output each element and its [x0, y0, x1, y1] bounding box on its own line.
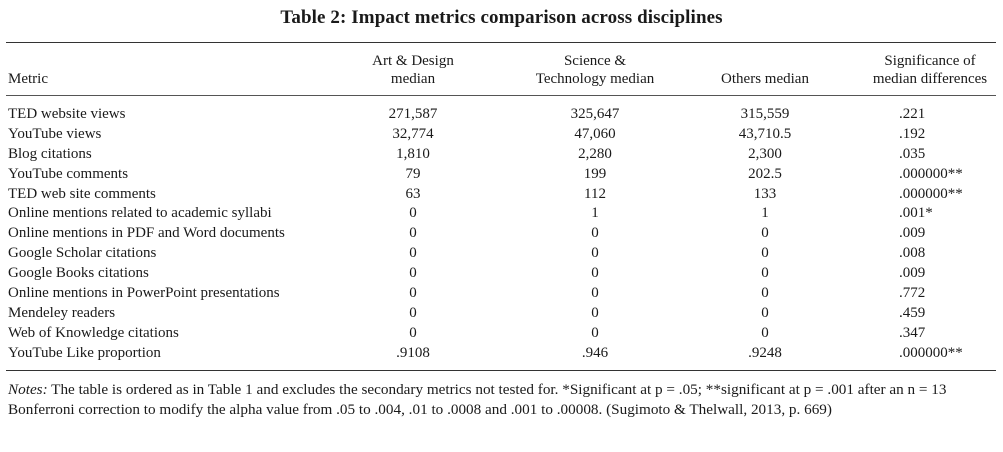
- table-row: Blog citations 1,810 2,280 2,300 .035: [0, 145, 1003, 165]
- art-design-median-cell: 1,810: [396, 145, 430, 162]
- significance-cell: .221: [899, 106, 926, 122]
- metric-cell: Web of Knowledge citations: [8, 324, 179, 341]
- significance-cell: .008: [899, 245, 926, 262]
- metric-cell: Online mentions related to academic syll…: [8, 205, 272, 222]
- art-design-median-cell: 32,774: [392, 125, 434, 142]
- column-header-significance: Significance of median differences: [860, 52, 1000, 88]
- significance-cell: .009: [899, 225, 926, 242]
- science-technology-median-cell: 0: [591, 245, 599, 262]
- significance-cell: .000000**: [899, 344, 963, 361]
- table-title: Table 2: Impact metrics comparison acros…: [280, 7, 723, 28]
- others-median-cell: 43,710.5: [738, 125, 792, 142]
- metric-cell: Blog citations: [8, 145, 92, 162]
- metric-cell: Mendeley readers: [8, 304, 116, 321]
- significance-cell: .001*: [899, 205, 933, 222]
- art-design-median-cell: 0: [409, 245, 417, 262]
- table-row: YouTube views 32,774 47,060 43,710.5 .19…: [0, 125, 1003, 145]
- metric-cell: TED website views: [8, 106, 126, 122]
- table-row: Online mentions in PDF and Word document…: [0, 224, 1003, 244]
- others-median-cell: 202.5: [748, 165, 782, 182]
- table-row: Google Books citations 0 0 0 .009: [0, 264, 1003, 284]
- others-median-cell: .9248: [748, 344, 782, 361]
- science-technology-median-cell: 112: [584, 185, 606, 202]
- table-body: TED website views 271,587 325,647 315,55…: [0, 105, 1003, 364]
- table-row: TED website views 271,587 325,647 315,55…: [0, 105, 1003, 125]
- table-row: Online mentions in PowerPoint presentati…: [0, 284, 1003, 304]
- metric-cell: Google Books citations: [8, 265, 149, 282]
- table-top-rule: [6, 42, 996, 43]
- significance-cell: .000000**: [899, 165, 963, 182]
- others-median-cell: 0: [761, 285, 769, 302]
- art-design-median-cell: 271,587: [388, 106, 438, 122]
- others-median-cell: 0: [761, 225, 769, 242]
- metric-cell: Online mentions in PowerPoint presentati…: [8, 285, 280, 302]
- science-technology-median-cell: 47,060: [574, 125, 616, 142]
- art-design-median-cell: 0: [409, 265, 417, 282]
- table-row: TED web site comments 63 112 133 .000000…: [0, 185, 1003, 205]
- others-median-cell: 1: [761, 205, 769, 222]
- metric-cell: Online mentions in PDF and Word document…: [8, 225, 285, 242]
- others-median-cell: 2,300: [748, 145, 782, 162]
- science-technology-median-cell: .946: [581, 344, 609, 361]
- art-design-median-cell: 0: [409, 285, 417, 302]
- science-technology-median-cell: 0: [591, 265, 599, 282]
- science-technology-median-cell: 0: [591, 304, 599, 321]
- significance-cell: .347: [899, 324, 926, 341]
- table-row: YouTube Like proportion .9108 .946 .9248…: [0, 344, 1003, 364]
- metric-cell: YouTube Like proportion: [8, 344, 161, 361]
- science-technology-median-cell: 0: [591, 225, 599, 242]
- science-technology-median-cell: 0: [591, 324, 599, 341]
- others-median-cell: 315,559: [740, 106, 790, 122]
- column-header-line: Science &: [563, 53, 627, 69]
- significance-cell: .459: [899, 304, 926, 321]
- science-technology-median-cell: 2,280: [578, 145, 612, 162]
- metric-cell: YouTube views: [8, 125, 102, 142]
- art-design-median-cell: .9108: [396, 344, 430, 361]
- significance-cell: .192: [899, 125, 926, 142]
- art-design-median-cell: 0: [409, 225, 417, 242]
- column-header-line: median differences: [872, 71, 988, 87]
- significance-cell: .000000**: [899, 185, 963, 202]
- art-design-median-cell: 0: [409, 205, 417, 222]
- science-technology-median-cell: 0: [591, 285, 599, 302]
- column-header-science-technology-median: Science & Technology median: [505, 52, 685, 88]
- column-header-line: Art & Design: [372, 53, 454, 69]
- table-notes: Notes: The table is ordered as in Table …: [8, 380, 998, 419]
- metric-cell: Google Scholar citations: [8, 245, 157, 262]
- metric-cell: YouTube comments: [8, 165, 129, 182]
- art-design-median-cell: 63: [405, 185, 421, 202]
- table-bottom-rule: [6, 370, 996, 371]
- others-median-cell: 0: [761, 245, 769, 262]
- table-header-rule: [6, 95, 996, 96]
- column-header-others-median: Others median: [721, 71, 809, 87]
- others-median-cell: 0: [761, 304, 769, 321]
- others-median-cell: 0: [761, 265, 769, 282]
- others-median-cell: 0: [761, 324, 769, 341]
- column-header-art-design-median: Art & Design median: [353, 52, 473, 88]
- table-row: Mendeley readers 0 0 0 .459: [0, 304, 1003, 324]
- column-header-line: median: [390, 71, 436, 87]
- others-median-cell: 133: [753, 185, 777, 202]
- table-row: YouTube comments 79 199 202.5 .000000**: [0, 165, 1003, 185]
- table-row: Google Scholar citations 0 0 0 .008: [0, 244, 1003, 264]
- notes-label: Notes:: [8, 381, 48, 398]
- column-header-line: Significance of: [884, 53, 976, 69]
- table-row: Online mentions related to academic syll…: [0, 204, 1003, 224]
- significance-cell: .035: [899, 145, 926, 162]
- science-technology-median-cell: 1: [591, 205, 599, 222]
- notes-text: The table is ordered as in Table 1 and e…: [8, 381, 947, 418]
- science-technology-median-cell: 325,647: [570, 106, 620, 122]
- art-design-median-cell: 79: [405, 165, 421, 182]
- art-design-median-cell: 0: [409, 304, 417, 321]
- metric-cell: TED web site comments: [8, 185, 156, 202]
- table-row: Web of Knowledge citations 0 0 0 .347: [0, 324, 1003, 344]
- science-technology-median-cell: 199: [583, 165, 607, 182]
- column-header-metric: Metric: [8, 71, 48, 87]
- column-header-line: Technology median: [535, 71, 655, 87]
- significance-cell: .009: [899, 265, 926, 282]
- significance-cell: .772: [899, 285, 926, 302]
- art-design-median-cell: 0: [409, 324, 417, 341]
